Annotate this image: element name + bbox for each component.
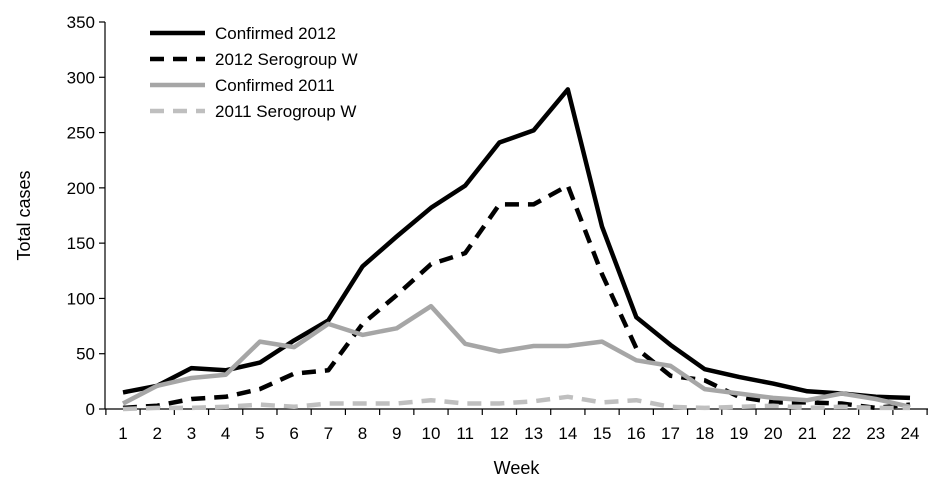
x-tick-label: 19 [729, 424, 748, 443]
x-tick-label: 11 [456, 424, 474, 443]
y-axis-title: Total cases [14, 170, 34, 260]
x-tick-label: 4 [221, 424, 230, 443]
series-line-4 [122, 394, 910, 412]
x-tick-label: 1 [118, 424, 127, 443]
x-tick-label: 5 [255, 424, 264, 443]
x-tick-label: 9 [392, 424, 401, 443]
x-tick-label: 14 [558, 424, 577, 443]
y-tick-label: 250 [67, 124, 95, 143]
legend-label: Confirmed 2011 [215, 76, 335, 95]
y-tick-label: 200 [67, 179, 95, 198]
x-tick-label: 17 [661, 424, 680, 443]
series-lines [121, 87, 911, 412]
legend-label: 2011 Serogroup W [215, 102, 356, 121]
x-tick-label: 7 [324, 424, 333, 443]
x-tick-label: 6 [289, 424, 298, 443]
x-tick-label: 24 [901, 424, 920, 443]
x-tick-label: 2 [152, 424, 161, 443]
x-axis-title: Week [494, 458, 541, 478]
y-tick-label: 50 [76, 345, 95, 364]
x-tick-label: 10 [421, 424, 440, 443]
x-tick-label: 13 [524, 424, 543, 443]
x-tick-label: 21 [798, 424, 817, 443]
x-tick-label: 15 [593, 424, 612, 443]
series-line-3 [121, 303, 911, 409]
x-tick-label: 3 [187, 424, 196, 443]
legend-label: Confirmed 2012 [215, 24, 336, 43]
y-tick-label: 300 [67, 68, 95, 87]
x-tick-label: 12 [490, 424, 509, 443]
y-tick-label: 100 [67, 289, 95, 308]
x-tick-label: 23 [866, 424, 885, 443]
x-tick-label: 16 [627, 424, 646, 443]
series-line-1 [122, 87, 911, 401]
legend-label: 2012 Serogroup W [215, 50, 358, 69]
x-axis: 1 2 3 4 5 6 7 8 9 10 11 12 13 14 15 16 17 18 19 20 21 22 23 24 [105, 408, 928, 443]
x-tick-label: 20 [764, 424, 783, 443]
x-tick-label: 8 [358, 424, 367, 443]
x-tick-label: 22 [832, 424, 851, 443]
x-tick-label: 18 [695, 424, 714, 443]
y-axis: 0 50 100 150 200 250 300 350 [67, 13, 106, 419]
y-tick-label: 150 [67, 234, 95, 253]
legend: Confirmed 2012 2012 Serogroup W Confirmed … [150, 24, 358, 121]
y-tick-label: 350 [67, 13, 95, 32]
series-line-2 [122, 183, 911, 411]
y-tick-label: 0 [86, 400, 95, 419]
